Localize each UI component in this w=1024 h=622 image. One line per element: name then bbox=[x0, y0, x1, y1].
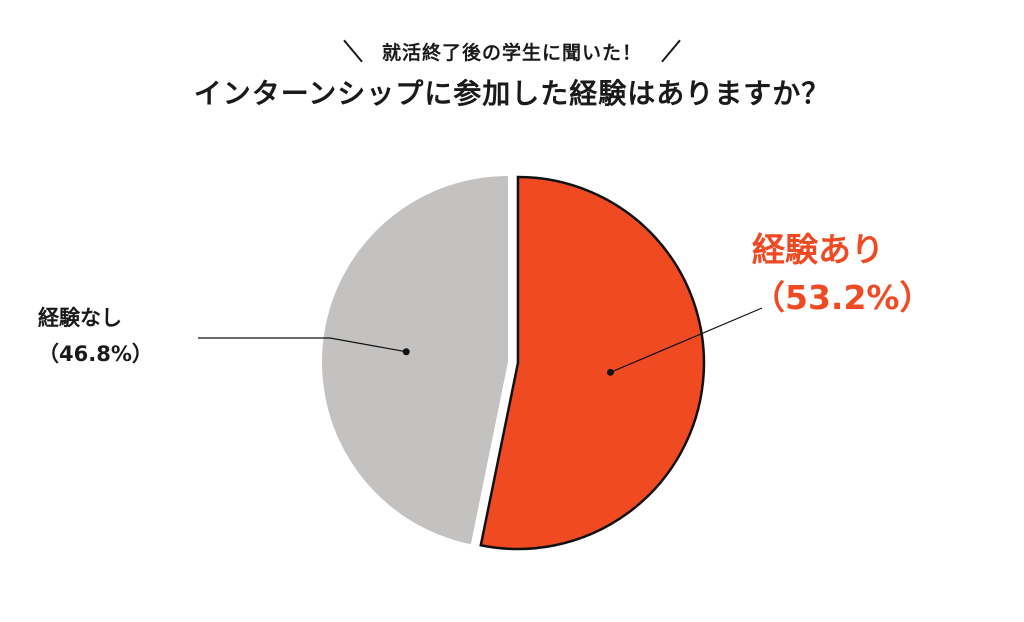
label-no-experience-value: （46.8%） bbox=[38, 342, 153, 366]
label-with-experience: 経験あり （53.2%） bbox=[752, 226, 933, 322]
leader-line-no-experience bbox=[198, 337, 407, 353]
label-with-experience-name: 経験あり bbox=[752, 230, 884, 269]
label-no-experience-name: 経験なし bbox=[38, 306, 122, 330]
chart-subtitle: 就活終了後の学生に聞いた！ bbox=[381, 41, 642, 64]
pie-slice-with-experience bbox=[479, 175, 706, 551]
pie-slice-no-experience bbox=[322, 176, 508, 545]
leader-dot-no-experience bbox=[402, 348, 410, 356]
label-no-experience: 経験なし （46.8%） bbox=[38, 300, 153, 372]
leader-dot-with-experience bbox=[606, 368, 614, 376]
label-with-experience-value: （53.2%） bbox=[752, 278, 933, 317]
subtitle-row: 就活終了後の学生に聞いた！ bbox=[0, 36, 1024, 66]
chart-title: インターンシップに参加した経験はありますか？ bbox=[193, 77, 831, 110]
leader-line-with-experience bbox=[610, 307, 763, 373]
